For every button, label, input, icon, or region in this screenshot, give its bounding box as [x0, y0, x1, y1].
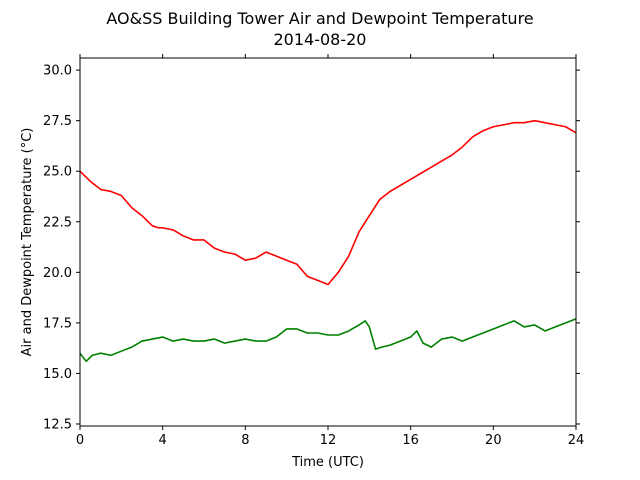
chart-subtitle: 2014-08-20: [274, 30, 367, 49]
x-tick-label: 24: [568, 433, 585, 448]
y-tick-label: 30.0: [43, 64, 72, 79]
y-tick-label: 27.5: [43, 114, 72, 129]
y-tick-label: 17.5: [43, 316, 72, 331]
x-tick-label: 12: [320, 433, 337, 448]
x-tick-label: 20: [485, 433, 502, 448]
plot-area: [80, 58, 576, 426]
y-tick-label: 22.5: [43, 215, 72, 230]
series-layer: [79, 119, 577, 363]
x-tick-label: 4: [159, 433, 167, 448]
y-tick-label: 20.0: [43, 266, 72, 281]
x-tick-label: 8: [241, 433, 249, 448]
ticks-layer: 0 4 8 12 16 20 24 12.5 15.0 17.5 20.0 22.5 25.0 27.5 3…: [43, 54, 584, 448]
plot-frame: [79, 57, 577, 427]
y-axis-label: Air and Dewpoint Temperature (°C): [20, 128, 35, 357]
y-tick-label: 15.0: [43, 367, 72, 382]
series-line-0: [79, 119, 577, 286]
x-tick-label: 16: [402, 433, 419, 448]
y-tick-label: 12.5: [43, 417, 72, 432]
y-tick-label: 25.0: [43, 165, 72, 180]
chart-title: AO&SS Building Tower Air and Dewpoint Te…: [106, 9, 533, 28]
series-line-1: [79, 318, 577, 363]
x-tick-label: 0: [76, 433, 84, 448]
x-axis-label: Time (UTC): [291, 455, 364, 470]
